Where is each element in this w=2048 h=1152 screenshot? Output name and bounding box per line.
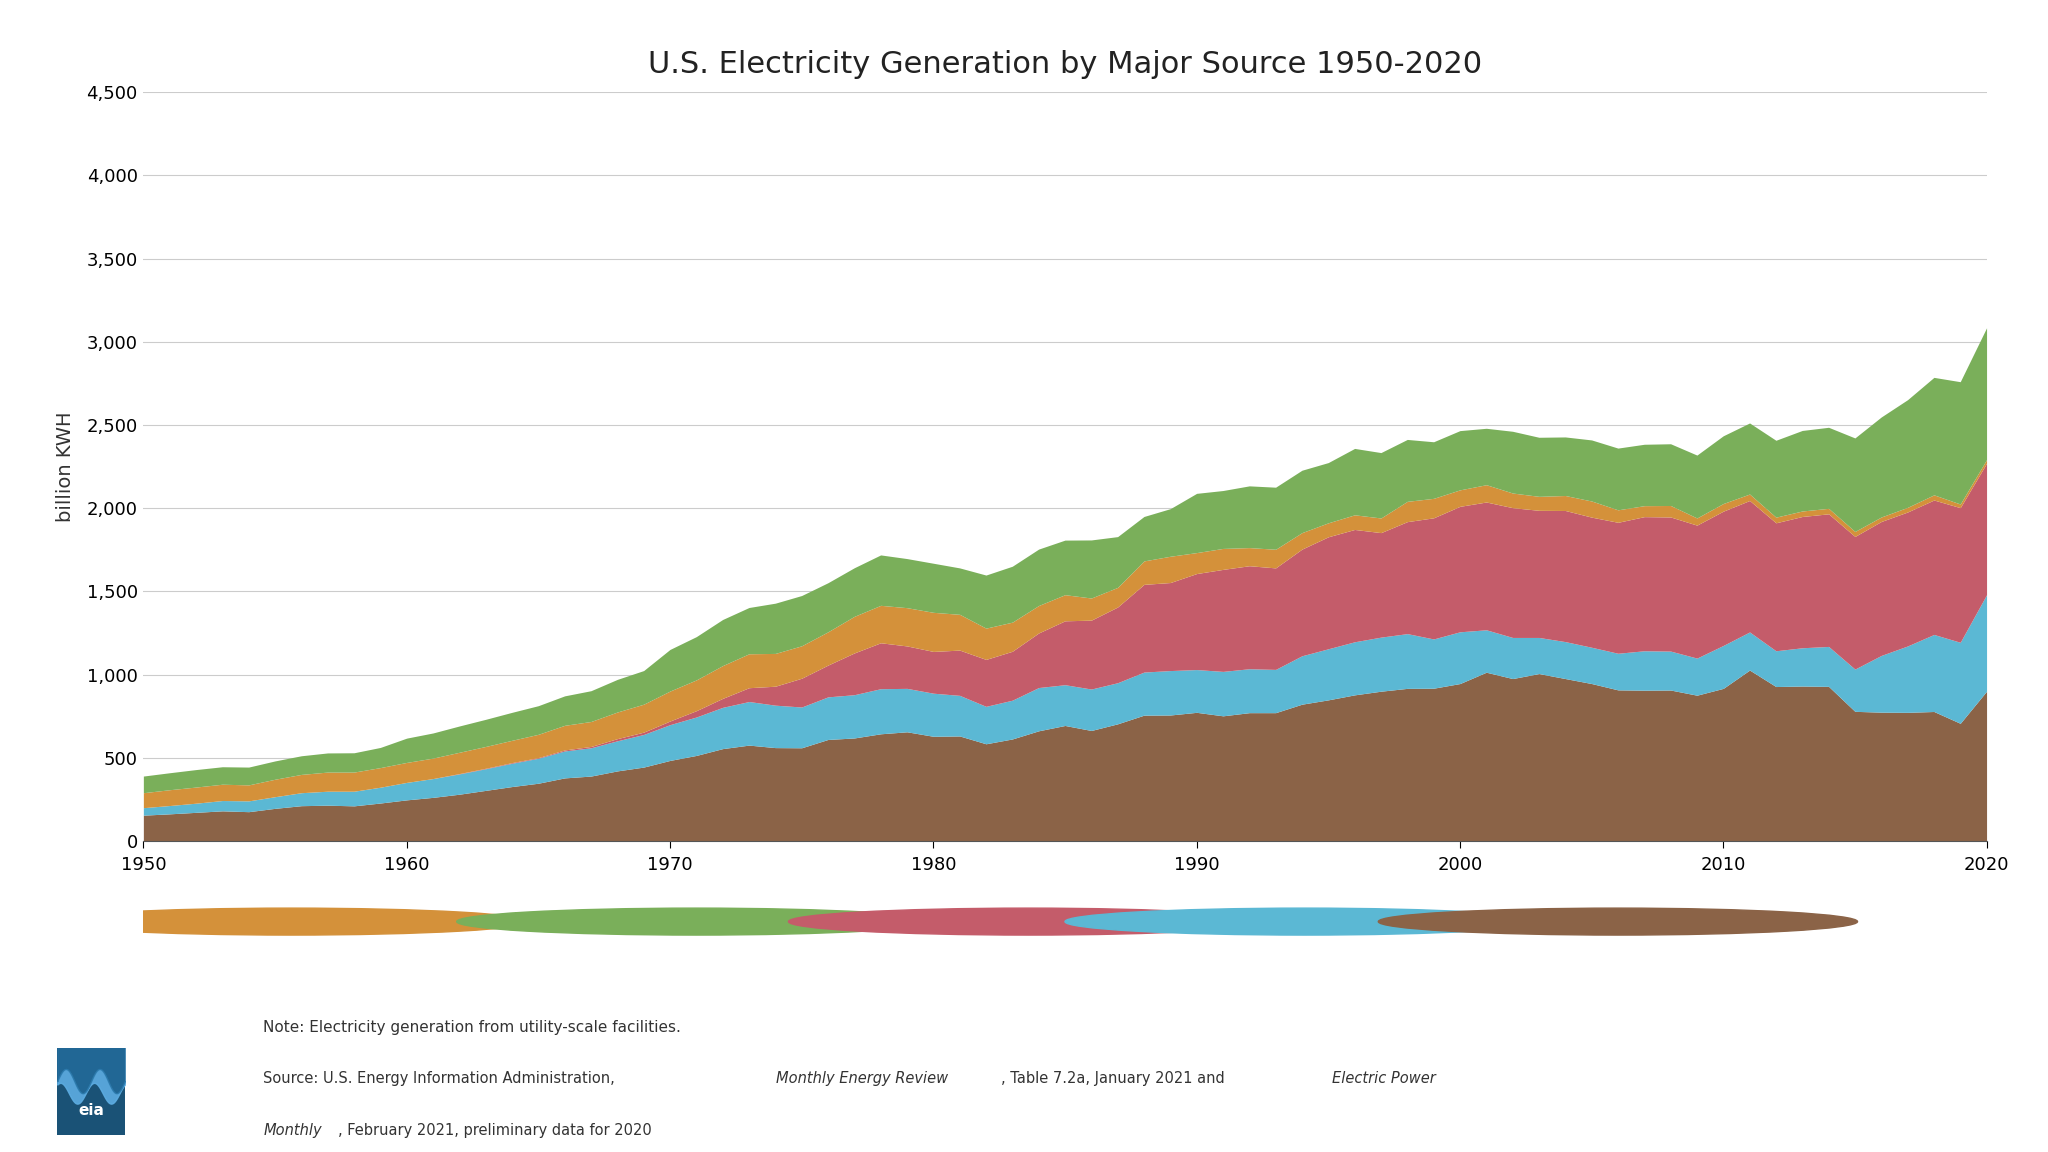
Text: , February 2021, preliminary data for 2020: , February 2021, preliminary data for 20… — [338, 1123, 651, 1138]
Circle shape — [788, 908, 1268, 935]
Text: eia: eia — [78, 1102, 104, 1119]
Text: Monthly Energy Review: Monthly Energy Review — [776, 1071, 948, 1086]
Text: , Table 7.2a, January 2021 and: , Table 7.2a, January 2021 and — [1001, 1071, 1229, 1086]
Text: nuclear: nuclear — [1073, 911, 1167, 932]
Text: natural gas: natural gas — [1352, 911, 1493, 932]
Title: U.S. Electricity Generation by Major Source 1950-2020: U.S. Electricity Generation by Major Sou… — [647, 50, 1483, 78]
Text: Source: U.S. Energy Information Administration,: Source: U.S. Energy Information Administ… — [262, 1071, 621, 1086]
Text: Monthly: Monthly — [262, 1123, 322, 1138]
FancyBboxPatch shape — [57, 1048, 125, 1135]
Circle shape — [1378, 908, 1858, 935]
Text: petroleum and other: petroleum and other — [336, 911, 598, 932]
Text: renewables: renewables — [741, 911, 887, 932]
Text: coal: coal — [1663, 911, 1716, 932]
Circle shape — [457, 908, 936, 935]
Circle shape — [1065, 908, 1544, 935]
Circle shape — [51, 908, 530, 935]
Text: Electric Power: Electric Power — [1331, 1071, 1436, 1086]
Text: Note: Electricity generation from utility-scale facilities.: Note: Electricity generation from utilit… — [262, 1020, 682, 1034]
Y-axis label: billion KWH: billion KWH — [57, 411, 76, 522]
